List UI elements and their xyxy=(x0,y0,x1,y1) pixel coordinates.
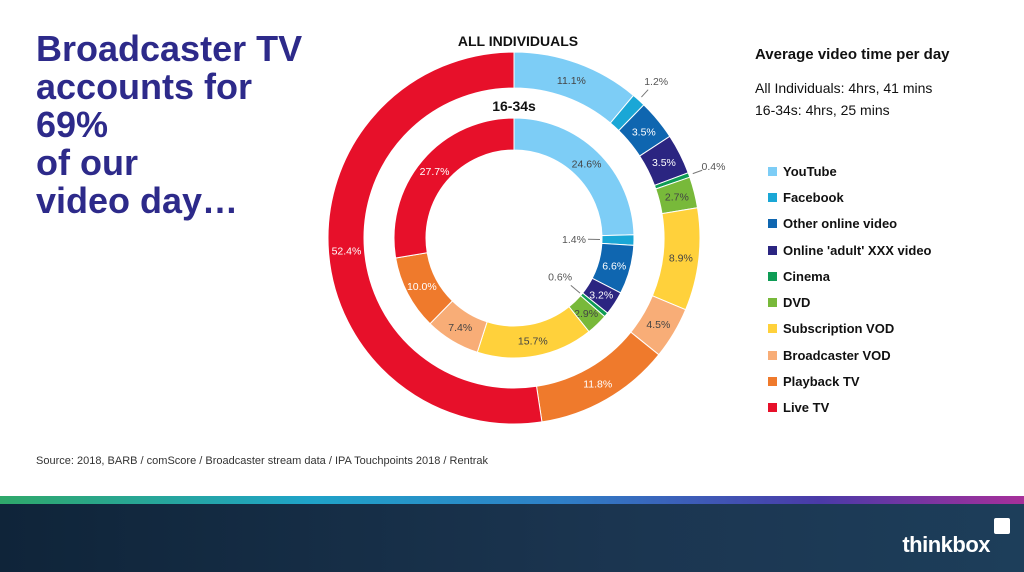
nested-donut-chart: 11.1% 1.2% 3.5% 3.5% 0.4% 2.7% 8.9% 4.5% 11.8% 52… xyxy=(327,51,725,425)
legend: YouTube Facebook Other online video Onli… xyxy=(768,158,931,421)
legend-item: Facebook xyxy=(768,184,931,210)
inner-ring-title: 16-34s xyxy=(492,98,536,114)
headline-line-4: of our xyxy=(36,142,138,183)
inner-data-label: 0.6% xyxy=(548,271,572,283)
legend-swatch xyxy=(768,219,777,229)
legend-swatch xyxy=(768,166,777,176)
legend-label: Cinema xyxy=(783,268,830,284)
legend-item: Online 'adult' XXX video xyxy=(768,237,931,263)
brand-logo: thinkbox xyxy=(902,532,990,557)
outer-data-label: 52.4% xyxy=(332,246,362,258)
legend-label: Playback TV xyxy=(783,374,860,390)
inner-data-label: 2.9% xyxy=(574,308,598,320)
outer-data-label: 11.1% xyxy=(557,75,586,87)
inner-data-label: 6.6% xyxy=(602,261,626,273)
legend-label: Live TV xyxy=(783,400,830,416)
leader-line xyxy=(570,285,581,294)
legend-swatch xyxy=(768,350,777,360)
legend-swatch xyxy=(768,324,777,334)
legend-swatch xyxy=(768,245,777,255)
legend-item: Playback TV xyxy=(768,368,931,394)
outer-data-label: 2.7% xyxy=(665,192,689,204)
leader-line xyxy=(692,169,703,175)
outer-data-label: 3.5% xyxy=(632,126,656,138)
color-stripe xyxy=(0,496,1024,504)
outer-data-label: 3.5% xyxy=(652,157,676,169)
inner-slice-9 xyxy=(393,117,515,259)
legend-label: Subscription VOD xyxy=(783,321,895,337)
headline-line-5: video day… xyxy=(36,180,239,221)
average-time-16-34: 16-34s: 4hrs, 25 mins xyxy=(755,102,890,118)
inner-data-label: 24.6% xyxy=(572,158,602,170)
inner-slice-6 xyxy=(476,306,590,359)
inner-slice-0 xyxy=(513,117,635,237)
legend-label: YouTube xyxy=(783,163,837,179)
source-note: Source: 2018, BARB / comScore / Broadcas… xyxy=(36,455,489,467)
legend-swatch xyxy=(768,298,777,308)
outer-slice-9 xyxy=(327,51,543,425)
legend-item: Broadcaster VOD xyxy=(768,342,931,368)
logo-square-icon xyxy=(994,518,1010,534)
leader-line xyxy=(641,89,649,98)
legend-item: Subscription VOD xyxy=(768,316,931,342)
legend-swatch xyxy=(768,192,777,202)
inner-data-label: 1.4% xyxy=(562,234,586,246)
outer-data-label: 4.5% xyxy=(646,319,670,331)
legend-item: Cinema xyxy=(768,263,931,289)
inner-data-label: 10.0% xyxy=(407,281,437,293)
legend-label: DVD xyxy=(783,295,811,311)
outer-data-label: 0.4% xyxy=(701,161,725,173)
legend-swatch xyxy=(768,377,777,387)
legend-item: Live TV xyxy=(768,395,931,421)
legend-label: Other online video xyxy=(783,216,898,232)
footer-bar: thinkbox xyxy=(0,504,1024,572)
inner-data-label: 3.2% xyxy=(589,290,613,302)
outer-data-label: 11.8% xyxy=(583,379,612,391)
average-time-all: All Individuals: 4hrs, 41 mins xyxy=(755,80,933,96)
legend-item: YouTube xyxy=(768,158,931,184)
inner-data-label: 7.4% xyxy=(448,322,472,334)
legend-label: Online 'adult' XXX video xyxy=(783,242,932,258)
legend-label: Facebook xyxy=(783,189,844,205)
outer-ring-title: ALL INDIVIDUALS xyxy=(457,33,579,49)
headline: Broadcaster TV accounts for 69% of our v… xyxy=(36,30,336,220)
legend-item: Other online video xyxy=(768,211,931,237)
legend-swatch xyxy=(768,403,777,413)
inner-data-label: 27.7% xyxy=(420,166,450,178)
headline-line-3: 69% xyxy=(36,104,109,145)
outer-data-label: 8.9% xyxy=(669,252,693,264)
average-time-title: Average video time per day xyxy=(755,46,950,63)
headline-line-1: Broadcaster TV xyxy=(36,28,303,69)
legend-item: DVD xyxy=(768,289,931,315)
legend-swatch xyxy=(768,271,777,281)
legend-label: Broadcaster VOD xyxy=(783,347,891,363)
outer-data-label: 1.2% xyxy=(644,76,668,88)
inner-data-label: 15.7% xyxy=(518,335,548,347)
average-time-panel: Average video time per day All Individua… xyxy=(755,46,950,121)
headline-line-2: accounts for xyxy=(36,66,253,107)
